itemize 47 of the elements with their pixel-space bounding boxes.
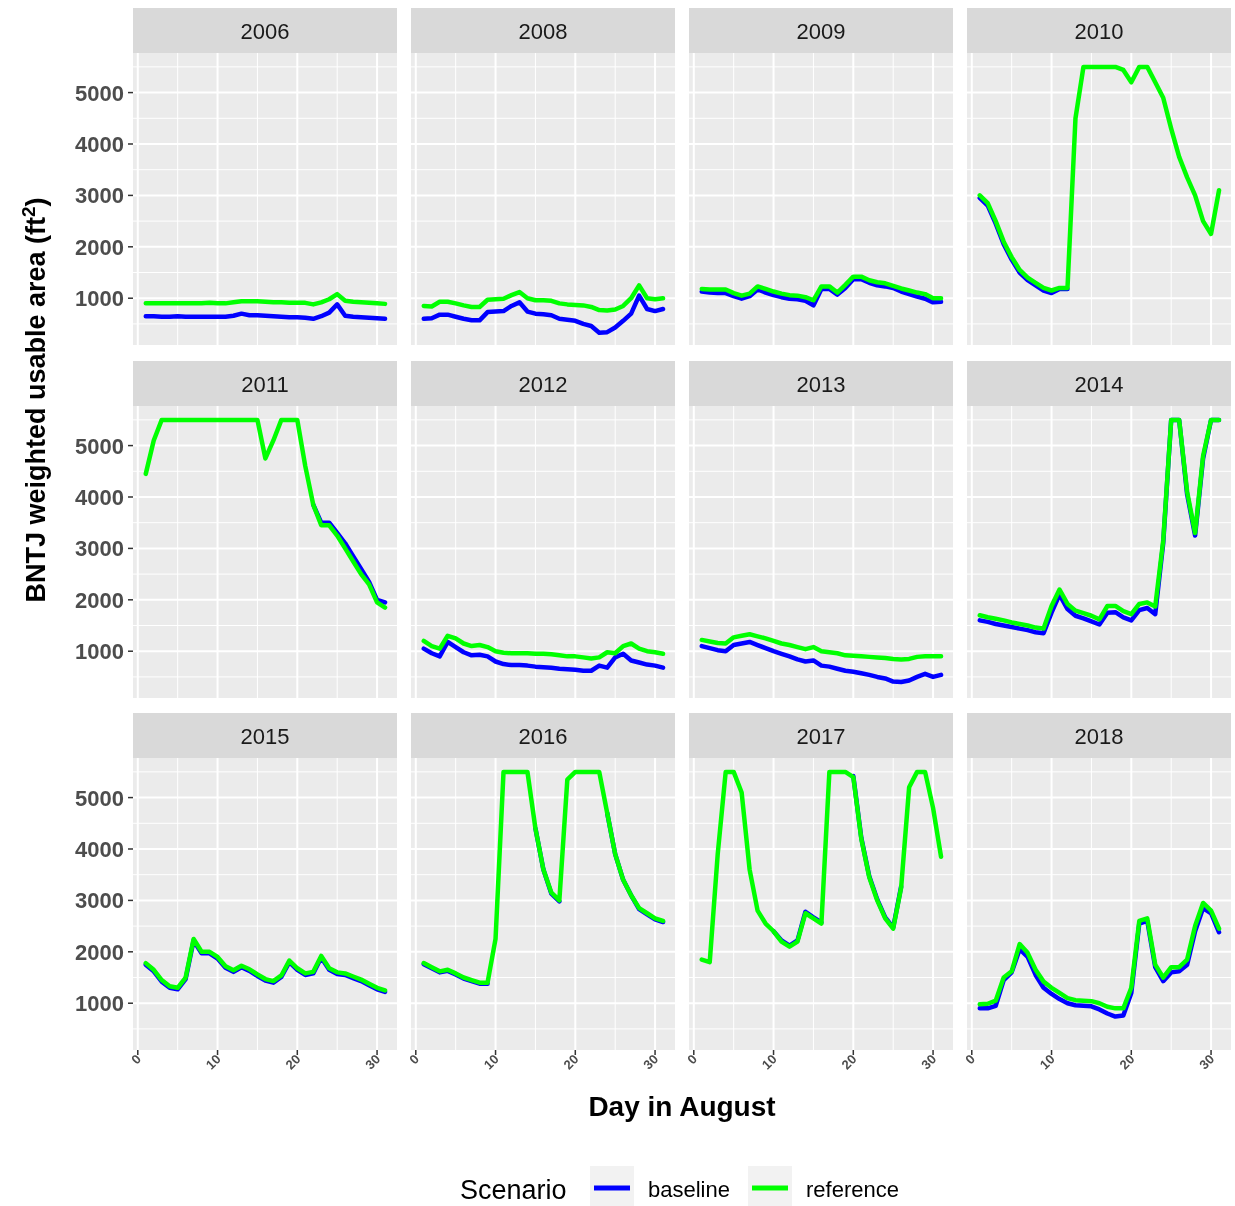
chart-title: 2018 — [1074, 723, 1124, 749]
chart-title: 2006 — [240, 18, 290, 44]
x-tick-label: 20 — [1116, 1051, 1138, 1073]
x-tick-label: 30 — [640, 1051, 662, 1073]
y-tick-label: 1000 — [75, 286, 124, 312]
x-tick-label: 0 — [406, 1051, 422, 1068]
y-tick-label: 3000 — [75, 888, 124, 914]
x-tick-label: 0 — [128, 1051, 144, 1068]
x-tick-label: 10 — [202, 1051, 224, 1073]
y-tick-label: 1000 — [75, 991, 124, 1017]
chart-title: 2016 — [518, 723, 568, 749]
y-tick-label: 2000 — [75, 587, 124, 613]
y-tick-label: 3000 — [75, 183, 124, 209]
x-tick-label: 10 — [1036, 1051, 1058, 1073]
y-tick-label: 2000 — [75, 939, 124, 965]
chart-title: 2012 — [518, 371, 568, 397]
y-tick-label: 5000 — [75, 80, 124, 106]
chart-title: 2015 — [240, 723, 290, 749]
x-tick-label: 0 — [684, 1051, 700, 1068]
legend-title: Scenario — [460, 1175, 567, 1205]
y-tick-label: 4000 — [75, 131, 124, 157]
chart-title: 2009 — [796, 18, 846, 44]
chart-title: 2010 — [1074, 18, 1124, 44]
y-tick-label: 5000 — [75, 785, 124, 811]
y-tick-label: 3000 — [75, 536, 124, 562]
x-tick-label: 10 — [480, 1051, 502, 1073]
x-tick-label: 30 — [362, 1051, 384, 1073]
x-axis-title: Day in August — [588, 1091, 776, 1122]
x-tick-label: 30 — [1196, 1051, 1218, 1073]
x-tick-label: 20 — [838, 1051, 860, 1073]
y-tick-label: 4000 — [75, 836, 124, 862]
y-tick-label: 2000 — [75, 234, 124, 260]
chart-title: 2014 — [1074, 371, 1124, 397]
y-tick-label: 1000 — [75, 639, 124, 665]
y-tick-label: 4000 — [75, 484, 124, 510]
chart-title: 2008 — [518, 18, 568, 44]
chart-title: 2011 — [241, 371, 289, 397]
chart-title: 2017 — [796, 723, 846, 749]
legend-label: reference — [806, 1177, 899, 1202]
y-tick-label: 5000 — [75, 433, 124, 459]
x-tick-label: 30 — [918, 1051, 940, 1073]
legend-label: baseline — [648, 1177, 730, 1202]
x-tick-label: 20 — [560, 1051, 582, 1073]
chart-title: 2013 — [796, 371, 846, 397]
x-tick-label: 0 — [962, 1051, 978, 1068]
x-tick-label: 10 — [758, 1051, 780, 1073]
x-tick-label: 20 — [282, 1051, 304, 1073]
